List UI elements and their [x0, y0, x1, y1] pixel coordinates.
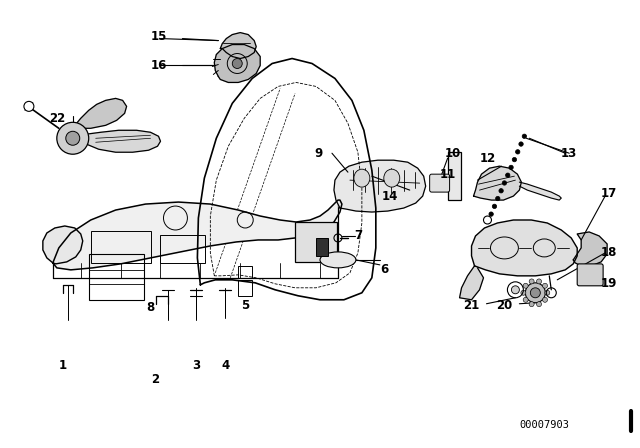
Circle shape [543, 283, 547, 288]
Circle shape [543, 297, 547, 302]
Text: 6: 6 [381, 263, 389, 276]
Polygon shape [76, 99, 127, 128]
Circle shape [529, 302, 534, 306]
Text: 1: 1 [59, 359, 67, 372]
Polygon shape [472, 220, 577, 276]
Bar [238, 280, 252, 296]
Bar [89, 254, 143, 300]
Circle shape [232, 59, 243, 69]
Text: 17: 17 [601, 187, 617, 200]
Bar [161, 235, 205, 263]
Text: 3: 3 [193, 359, 200, 372]
Polygon shape [460, 266, 483, 300]
Circle shape [536, 302, 541, 306]
Polygon shape [520, 182, 561, 200]
Text: 16: 16 [150, 59, 166, 72]
Text: 2: 2 [152, 373, 159, 386]
Circle shape [529, 279, 534, 284]
Circle shape [509, 165, 513, 170]
Circle shape [512, 157, 516, 162]
Text: 12: 12 [479, 152, 495, 165]
Polygon shape [573, 232, 607, 266]
Text: 22: 22 [49, 112, 65, 125]
Circle shape [531, 288, 540, 298]
Circle shape [511, 286, 520, 294]
Text: 4: 4 [221, 359, 229, 372]
Circle shape [502, 181, 507, 185]
Ellipse shape [354, 169, 370, 187]
Circle shape [522, 134, 527, 138]
Text: 19: 19 [601, 277, 618, 290]
Polygon shape [43, 226, 83, 264]
Ellipse shape [320, 252, 356, 268]
Circle shape [492, 204, 497, 208]
Polygon shape [220, 33, 256, 59]
Text: 18: 18 [601, 246, 618, 259]
Circle shape [521, 290, 526, 295]
Bar [238, 266, 252, 278]
Polygon shape [334, 160, 426, 212]
Text: 21: 21 [463, 299, 479, 312]
Circle shape [523, 283, 528, 288]
Polygon shape [474, 166, 522, 200]
Circle shape [506, 173, 510, 177]
Text: 00007903: 00007903 [520, 420, 570, 431]
Circle shape [516, 150, 520, 154]
Circle shape [523, 297, 528, 302]
Circle shape [525, 283, 545, 303]
Text: 11: 11 [440, 168, 456, 181]
Circle shape [519, 142, 524, 146]
Circle shape [499, 189, 503, 193]
FancyBboxPatch shape [429, 174, 449, 192]
Text: 9: 9 [314, 147, 322, 160]
Circle shape [24, 101, 34, 112]
Polygon shape [84, 130, 161, 152]
Bar [447, 152, 461, 200]
Text: 7: 7 [354, 229, 362, 242]
Ellipse shape [384, 169, 400, 187]
Text: 13: 13 [561, 147, 577, 160]
FancyBboxPatch shape [295, 222, 337, 262]
Polygon shape [214, 44, 260, 82]
Text: 14: 14 [381, 190, 398, 202]
Text: 20: 20 [496, 299, 513, 312]
Circle shape [545, 290, 550, 295]
Circle shape [489, 212, 493, 216]
FancyBboxPatch shape [577, 264, 603, 286]
Text: 10: 10 [444, 147, 461, 160]
Circle shape [536, 279, 541, 284]
Bar [316, 238, 328, 256]
Circle shape [57, 122, 89, 154]
Text: 15: 15 [150, 30, 166, 43]
Circle shape [66, 131, 80, 145]
Circle shape [495, 196, 500, 201]
Text: 5: 5 [241, 299, 250, 312]
Polygon shape [53, 200, 342, 270]
Text: 8: 8 [147, 301, 155, 314]
Bar [91, 231, 150, 263]
